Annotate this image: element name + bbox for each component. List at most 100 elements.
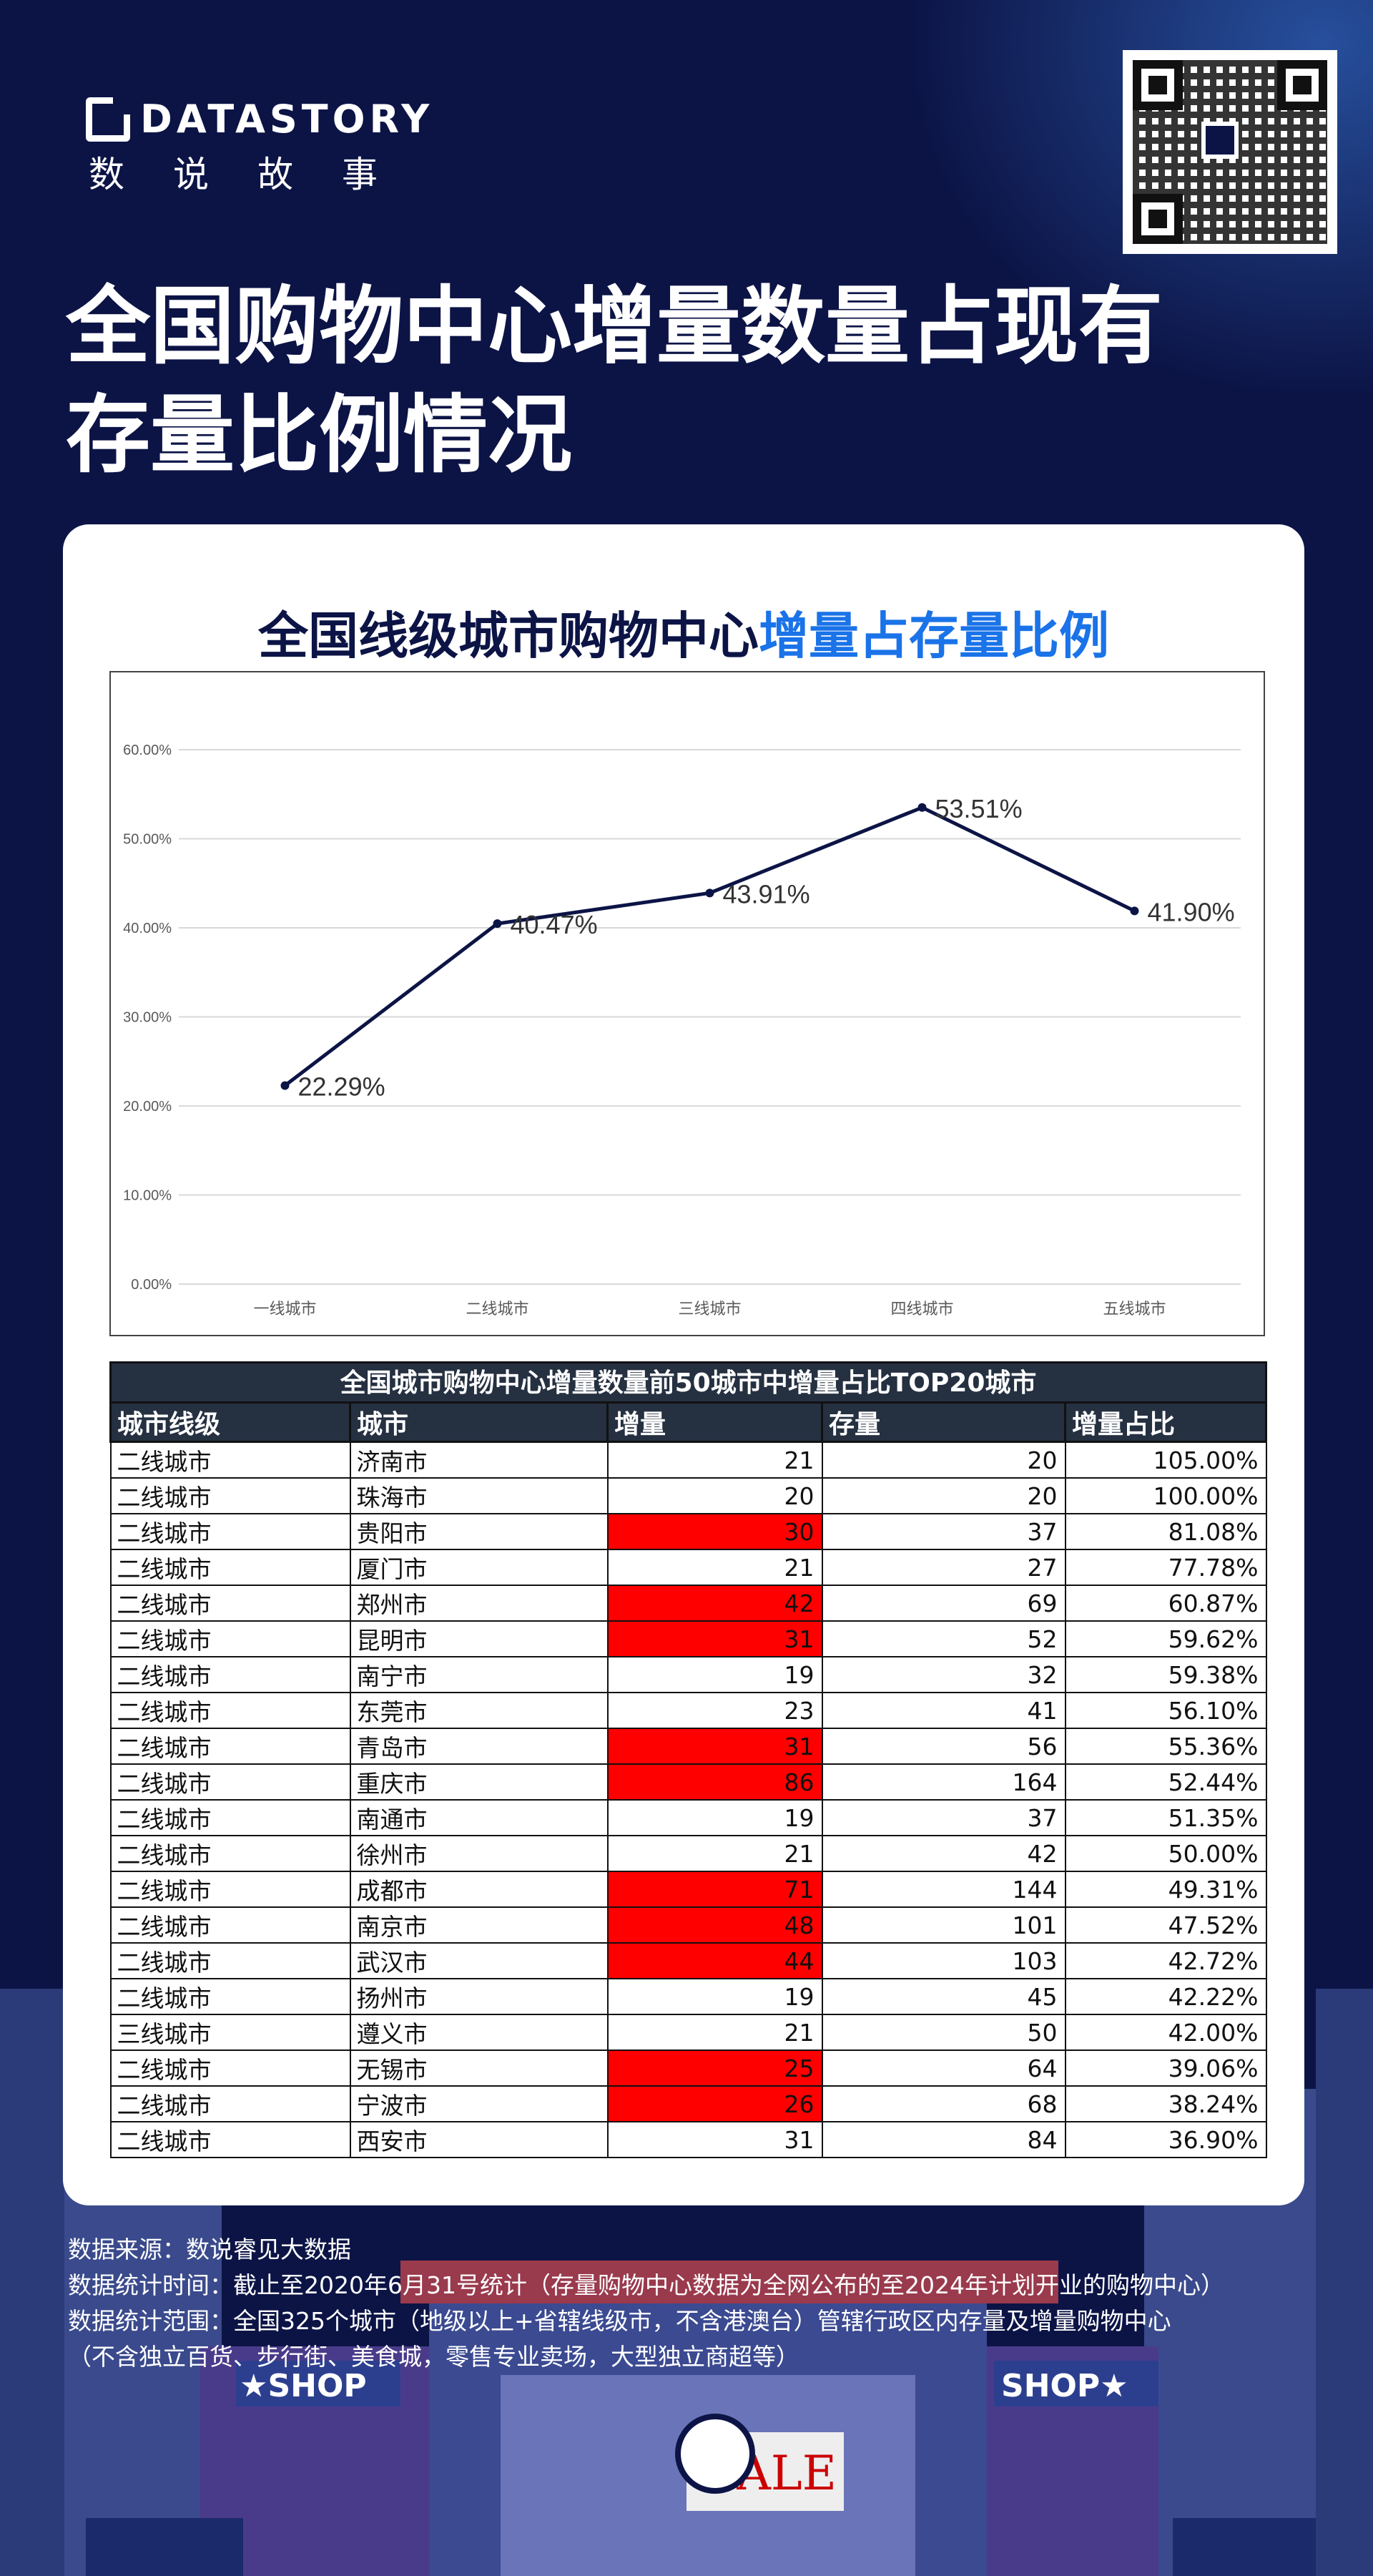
table-title: 全国城市购物中心增量数量前50城市中增量占比TOP20城市	[109, 1361, 1267, 1401]
cell-stock: 32	[821, 1656, 1066, 1693]
data-point	[493, 919, 502, 929]
cell-stock: 164	[821, 1763, 1066, 1801]
logo-text: DATASTORY	[140, 97, 434, 142]
footer-source: 数据来源：数说睿见大数据	[68, 2235, 351, 2263]
y-tick-label: 30.00%	[123, 1010, 172, 1026]
content-card: 全国线级城市购物中心增量占存量比例 0.00% 10.00% 20.00% 30.00…	[63, 524, 1304, 2205]
cell-stock: 144	[821, 1871, 1066, 1908]
table-row: 二线城市 宁波市 26 68 38.24%	[109, 2085, 1267, 2122]
data-point	[705, 888, 714, 898]
data-point	[917, 803, 927, 812]
data-label: 41.90%	[1148, 897, 1235, 926]
y-tick-label: 10.00%	[123, 1188, 172, 1204]
cell-tier: 二线城市	[109, 1835, 351, 1872]
cell-stock: 41	[821, 1692, 1066, 1729]
data-label: 43.91%	[723, 879, 810, 909]
table-header-row: 城市线级 城市 增量 存量 增量占比	[109, 1401, 1267, 1443]
cell-ratio: 59.38%	[1064, 1656, 1267, 1693]
data-point	[280, 1081, 290, 1090]
table-row: 二线城市 南京市 48 101 47.52%	[109, 1906, 1267, 1944]
cell-stock: 37	[821, 1799, 1066, 1836]
cell-city: 厦门市	[349, 1549, 609, 1586]
data-label: 40.47%	[511, 910, 598, 939]
page-title-line-2: 存量比例情况	[66, 386, 573, 484]
cell-stock: 103	[821, 1942, 1066, 1979]
cell-city: 郑州市	[349, 1585, 609, 1622]
cell-ratio: 50.00%	[1064, 1835, 1267, 1872]
cell-ratio: 39.06%	[1064, 2049, 1267, 2087]
page-title: 全国购物中心增量数量占现有 存量比例情况	[66, 272, 1281, 489]
cell-ratio: 105.00%	[1064, 1441, 1267, 1479]
cell-city: 东莞市	[349, 1692, 609, 1729]
cell-city: 徐州市	[349, 1835, 609, 1872]
cell-stock: 84	[821, 2121, 1066, 2158]
cell-ratio: 49.31%	[1064, 1871, 1267, 1908]
table-row: 二线城市 贵阳市 30 37 81.08%	[109, 1513, 1267, 1550]
cell-stock: 37	[821, 1513, 1066, 1550]
cell-tier: 二线城市	[109, 1620, 351, 1657]
x-tick-label: 一线城市	[253, 1301, 316, 1318]
series-line	[283, 805, 1136, 1087]
cell-tier: 二线城市	[109, 2085, 351, 2122]
cell-tier: 二线城市	[109, 1906, 351, 1944]
cell-stock: 45	[821, 1978, 1066, 2015]
cell-stock: 68	[821, 2085, 1066, 2122]
footer-time: 数据统计时间：截止至2020年6月31号统计（存量购物中心数据为全网公布的至20…	[68, 2271, 1224, 2299]
table-row: 二线城市 珠海市 20 20 100.00%	[109, 1477, 1267, 1514]
cell-stock: 69	[821, 1585, 1066, 1622]
y-tick-label: 50.00%	[123, 832, 172, 848]
header-tier: 城市线级	[109, 1401, 351, 1443]
cell-ratio: 56.10%	[1064, 1692, 1267, 1729]
x-tick-label: 五线城市	[1103, 1301, 1166, 1318]
cell-stock: 42	[821, 1835, 1066, 1872]
cell-stock: 64	[821, 2049, 1066, 2087]
cell-tier: 二线城市	[109, 1441, 351, 1479]
cell-city: 昆明市	[349, 1620, 609, 1657]
page-title-line-1: 全国购物中心增量数量占现有	[66, 277, 1163, 376]
cell-ratio: 100.00%	[1064, 1477, 1267, 1514]
cell-increment: 71	[606, 1871, 823, 1908]
cell-tier: 二线城市	[109, 1549, 351, 1586]
cell-city: 重庆市	[349, 1763, 609, 1801]
cell-tier: 二线城市	[109, 1871, 351, 1908]
cell-city: 贵阳市	[349, 1513, 609, 1550]
cell-city: 无锡市	[349, 2049, 609, 2087]
cell-increment: 23	[606, 1692, 823, 1729]
cell-stock: 101	[821, 1906, 1066, 1944]
cell-city: 西安市	[349, 2121, 609, 2158]
cell-city: 武汉市	[349, 1942, 609, 1979]
cell-ratio: 38.24%	[1064, 2085, 1267, 2122]
cell-increment: 30	[606, 1513, 823, 1550]
footer-scope: 数据统计范围：全国325个城市（地级以上+省辖线级市，不含港澳台）管辖行政区内存…	[68, 2307, 1171, 2335]
cell-increment: 25	[606, 2049, 823, 2087]
cell-ratio: 52.44%	[1064, 1763, 1267, 1801]
cell-tier: 二线城市	[109, 1656, 351, 1693]
cell-tier: 二线城市	[109, 1692, 351, 1729]
cell-city: 扬州市	[349, 1978, 609, 2015]
chart-title-prefix: 全国线级城市购物中心	[258, 607, 759, 665]
table-row: 二线城市 济南市 21 20 105.00%	[109, 1441, 1267, 1479]
cell-increment: 21	[606, 1441, 823, 1479]
table-row: 三线城市 遵义市 21 50 42.00%	[109, 2014, 1267, 2051]
cell-tier: 二线城市	[109, 2049, 351, 2087]
x-tick-label: 三线城市	[678, 1301, 741, 1318]
cell-ratio: 51.35%	[1064, 1799, 1267, 1836]
top20-table: 全国城市购物中心增量数量前50城市中增量占比TOP20城市 城市线级 城市 增量…	[109, 1361, 1267, 2158]
x-tick-label: 四线城市	[890, 1301, 953, 1318]
cell-ratio: 59.62%	[1064, 1620, 1267, 1657]
cell-increment: 31	[606, 1728, 823, 1765]
header-stock: 存量	[821, 1401, 1066, 1443]
cell-increment: 44	[606, 1942, 823, 1979]
cell-ratio: 42.00%	[1064, 2014, 1267, 2051]
cell-stock: 27	[821, 1549, 1066, 1586]
cell-increment: 19	[606, 1799, 823, 1836]
shop-sign-right: SHOP★	[1001, 2368, 1128, 2404]
table-row: 二线城市 西安市 31 84 36.90%	[109, 2121, 1267, 2158]
cell-tier: 二线城市	[109, 1763, 351, 1801]
table-row: 二线城市 南宁市 19 32 59.38%	[109, 1656, 1267, 1693]
table-row: 二线城市 郑州市 42 69 60.87%	[109, 1585, 1267, 1622]
y-tick-label: 60.00%	[123, 743, 172, 758]
data-point	[1130, 906, 1139, 916]
cell-city: 珠海市	[349, 1477, 609, 1514]
table-row: 二线城市 武汉市 44 103 42.72%	[109, 1942, 1267, 1979]
